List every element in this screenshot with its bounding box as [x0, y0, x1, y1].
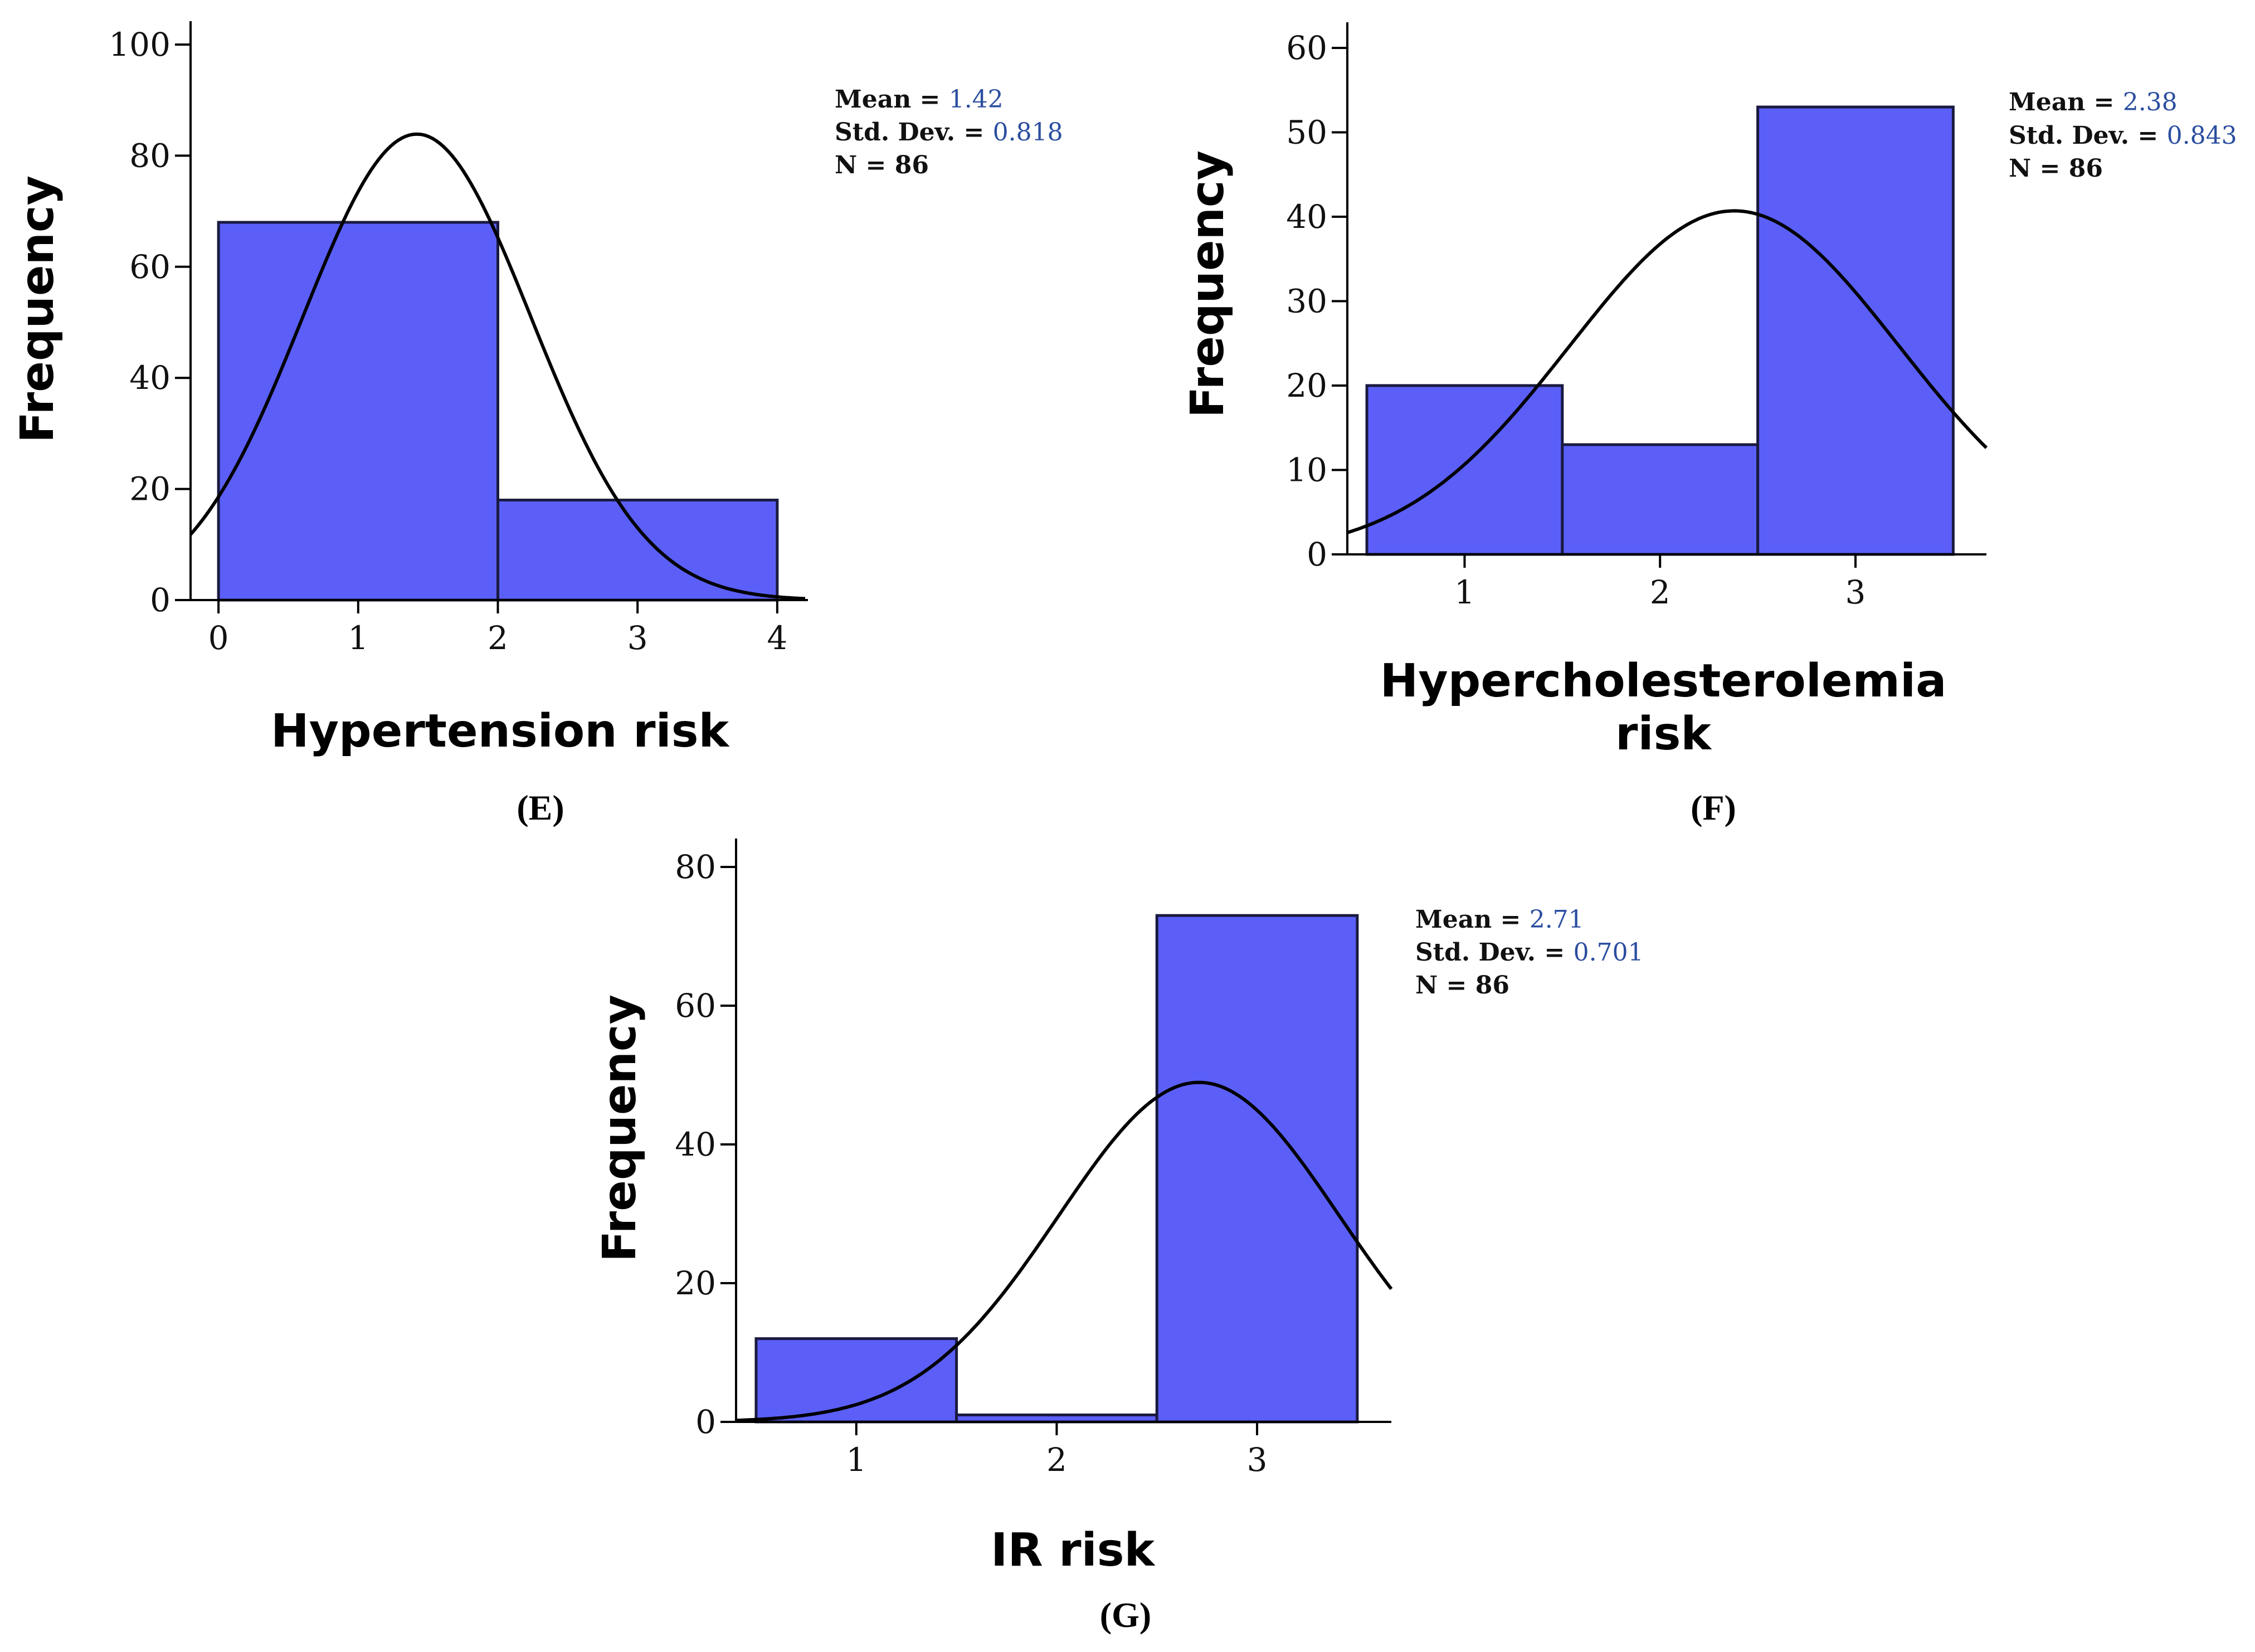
axes	[175, 21, 808, 613]
y-tick-label: 40	[1286, 198, 1327, 236]
sd-label: Std. Dev. =	[1415, 938, 1574, 967]
x-tick-label: 0	[208, 619, 229, 657]
x-axis-label: Hypertension risk	[271, 705, 730, 758]
x-tick-label: 3	[1247, 1441, 1268, 1479]
y-tick-label: 50	[1286, 114, 1327, 152]
n-label: N = 86	[2009, 154, 2103, 183]
y-axis-label: Frequency	[1181, 150, 1234, 418]
y-tick-label: 10	[1286, 451, 1327, 489]
x-tick-label: 1	[1454, 573, 1475, 611]
mean-value: 2.38	[2123, 88, 2178, 116]
x-tick-label: 1	[846, 1441, 866, 1479]
bars	[754, 914, 1359, 1424]
axes	[720, 839, 1391, 1435]
x-tick-label: 4	[767, 619, 787, 657]
x-tick-labels: 1 2 3	[1454, 573, 1866, 611]
bar	[1756, 105, 1955, 556]
mean-label: Mean =	[1415, 905, 1530, 934]
stats-box: Mean = 1.42 Std. Dev. = 0.818 N = 86	[835, 85, 1063, 179]
sd-value: 0.701	[1574, 938, 1644, 967]
y-tick-label: 40	[129, 359, 171, 397]
bar	[1155, 914, 1359, 1424]
x-tick-label: 2	[488, 619, 508, 657]
x-axis-label-line2: risk	[1615, 708, 1712, 761]
y-tick-label: 20	[675, 1264, 716, 1302]
x-tick-labels: 1 2 3	[846, 1441, 1267, 1479]
bar	[754, 1337, 958, 1424]
y-tick-label: 80	[675, 848, 716, 886]
x-tick-label: 3	[627, 619, 648, 657]
y-tick-label: 30	[1286, 282, 1327, 320]
mean-label: Mean =	[2009, 88, 2123, 116]
bars	[1365, 105, 1955, 556]
y-tick-label: 20	[129, 470, 171, 508]
x-tick-labels: 0 1 2 3 4	[208, 619, 788, 657]
bar	[1365, 384, 1564, 556]
n-label: N = 86	[1415, 971, 1509, 1000]
y-axis-label: Frequency	[11, 176, 64, 443]
x-tick-label: 2	[1046, 1441, 1067, 1479]
bar	[217, 221, 499, 602]
n-label: N = 86	[835, 151, 929, 179]
x-tick-label: 2	[1650, 573, 1670, 611]
histogram-hypercholesterolemia: 0 10 20 30 40 50 60 1 2 3 Frequency Hypercholest…	[1181, 22, 2237, 827]
sd-value: 0.843	[2167, 121, 2237, 150]
panel-label: (G)	[1100, 1595, 1151, 1635]
svg-text:Std. Dev. = 0.818: Std. Dev. = 0.818	[835, 118, 1063, 147]
y-tick-label: 0	[695, 1403, 716, 1441]
y-tick-label: 60	[675, 987, 716, 1025]
bar	[496, 499, 779, 602]
normal-curve	[736, 1080, 1393, 1422]
panel-label: (E)	[517, 788, 564, 827]
x-tick-label: 3	[1845, 573, 1866, 611]
histogram-hypertension: 0 20 40 60 80 100 0 1 2 3 4 Frequency Hypertensio…	[11, 21, 1063, 827]
panel-label: (F)	[1691, 788, 1736, 827]
stats-box: Mean = 2.71 Std. Dev. = 0.701 N = 86	[1415, 905, 1644, 1000]
y-tick-labels: 0 20 40 60 80 100	[109, 26, 171, 619]
sd-value: 0.818	[993, 118, 1063, 147]
y-tick-label: 100	[109, 26, 171, 64]
stats-box: Mean = 2.38 Std. Dev. = 0.843 N = 86	[2009, 88, 2237, 183]
sd-label: Std. Dev. =	[2009, 121, 2167, 150]
y-axis-label: Frequency	[593, 995, 646, 1262]
y-tick-label: 20	[1286, 367, 1327, 405]
y-tick-label: 40	[675, 1125, 716, 1163]
svg-text:Std. Dev. = 0.843: Std. Dev. = 0.843	[2009, 121, 2237, 150]
normal-curve	[1347, 209, 1988, 534]
x-tick-label: 1	[348, 619, 368, 657]
x-axis-label: IR risk	[991, 1524, 1156, 1577]
histogram-ir: 0 20 40 60 80 1 2 3 Frequency IR risk Mean = 2…	[593, 839, 1644, 1635]
normal-curve	[189, 132, 806, 601]
svg-text:Mean = 2.38: Mean = 2.38	[2009, 88, 2178, 116]
bar	[1561, 443, 1760, 556]
svg-text:Mean = 2.71: Mean = 2.71	[1415, 905, 1584, 934]
axes	[1332, 22, 1986, 568]
x-axis-label-line1: Hypercholesterolemia	[1380, 655, 1947, 708]
mean-value: 2.71	[1530, 905, 1584, 934]
svg-text:Std. Dev. = 0.701: Std. Dev. = 0.701	[1415, 938, 1644, 967]
y-tick-label: 60	[1286, 29, 1327, 67]
sd-label: Std. Dev. =	[835, 118, 993, 147]
y-tick-labels: 0 10 20 30 40 50 60	[1286, 29, 1327, 573]
y-tick-labels: 0 20 40 60 80	[675, 848, 716, 1441]
mean-value: 1.42	[949, 85, 1004, 114]
y-tick-label: 60	[129, 248, 171, 286]
y-tick-label: 0	[150, 581, 171, 619]
svg-text:Mean = 1.42: Mean = 1.42	[835, 85, 1004, 114]
y-tick-label: 0	[1307, 535, 1327, 573]
mean-label: Mean =	[835, 85, 949, 114]
bars	[217, 221, 779, 602]
y-tick-label: 80	[129, 137, 171, 174]
